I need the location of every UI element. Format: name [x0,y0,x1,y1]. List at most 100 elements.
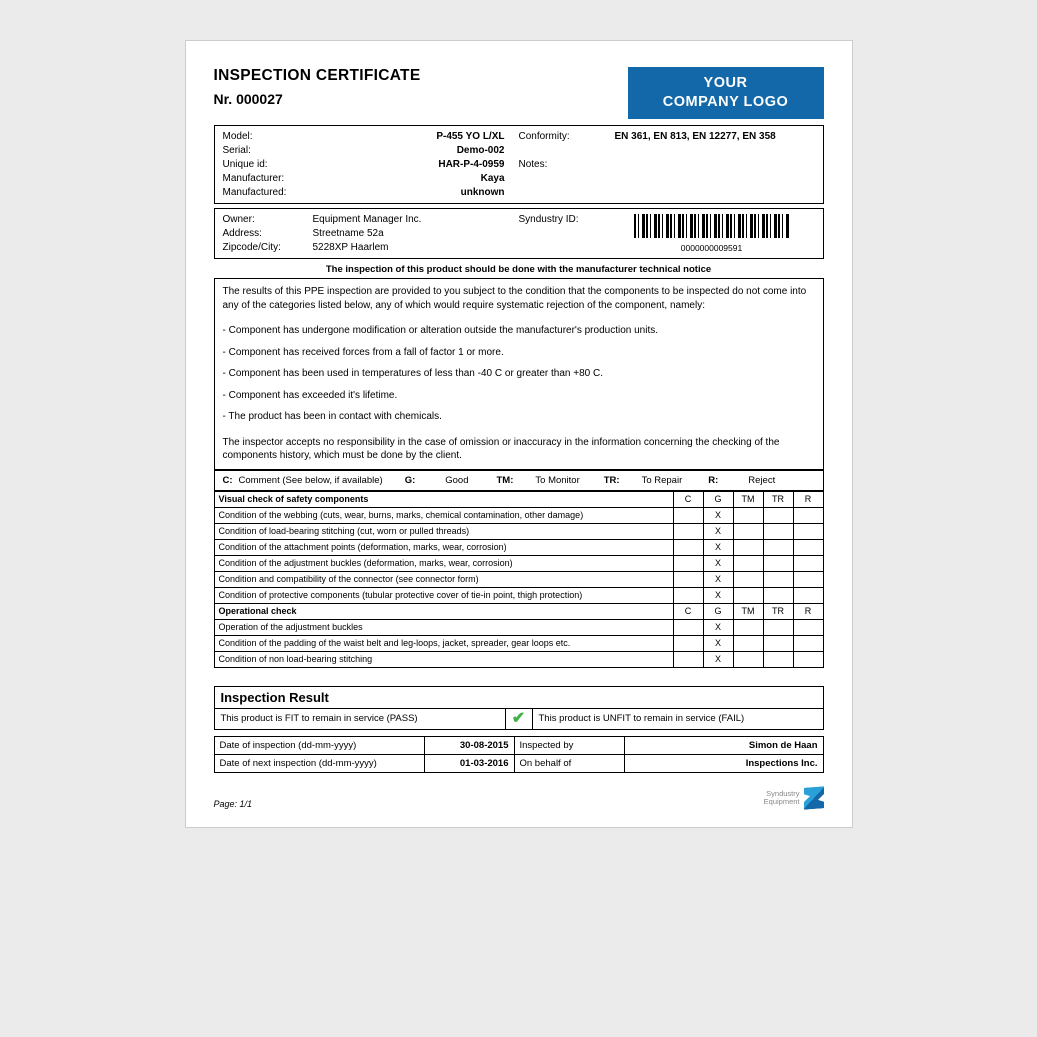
conformity-label: Conformity: [519,131,609,142]
visual-check-table: Visual check of safety components C G TM… [214,491,824,668]
legend-c-key: C: [223,475,233,486]
legend-tm-val: To Monitor [535,475,579,486]
brand-footer: Syndustry Equipment [764,787,824,809]
inspected-by-label: Inspected by [515,736,625,755]
legend-g-key: G: [405,475,416,486]
header: INSPECTION CERTIFICATE Nr. 000027 YOUR C… [214,67,824,119]
inspected-by-value: Simon de Haan [625,736,824,755]
manufacturer-label: Manufacturer: [223,173,313,184]
result-pass-check: ✔ [505,709,533,729]
col-g: G [703,491,733,507]
visual-check-header: Visual check of safety components C G TM… [214,491,823,507]
on-behalf-label: On behalf of [515,755,625,773]
result-fail-text: This product is UNFIT to remain in servi… [533,709,823,729]
table-row: Condition of non load-bearing stitchingX [214,651,823,667]
uid-value: HAR-P-4-0959 [313,159,519,170]
address-label: Address: [223,228,313,239]
logo-line2: COMPANY LOGO [663,93,789,112]
footer: Page: 1/1 Syndustry Equipment [214,787,824,809]
disclaimer-b1: - Component has undergone modification o… [223,324,815,338]
inspection-result-row: This product is FIT to remain in service… [214,708,824,730]
col-r: R [793,491,823,507]
syndustry-id-label: Syndustry ID: [519,214,609,225]
operational-check-title: Operational check [214,603,673,619]
address-value: Streetname 52a [313,228,519,239]
visual-check-title: Visual check of safety components [214,491,673,507]
barcode-icon [634,214,789,238]
barcode-block: 0000000009591 [609,214,815,253]
legend-tr-val: To Repair [642,475,683,486]
table-row: Condition of load-bearing stitching (cut… [214,523,823,539]
operational-check-header: Operational check C G TM TR R [214,603,823,619]
company-logo-placeholder: YOUR COMPANY LOGO [628,67,824,119]
serial-label: Serial: [223,145,313,156]
legend-r-val: Reject [748,475,775,486]
check-mark: X [703,507,733,523]
check-mark: X [703,539,733,555]
col-tr: TR [763,491,793,507]
next-inspection-label: Date of next inspection (dd-mm-yyyy) [215,755,425,773]
col-tm: TM [733,491,763,507]
zipcode-value: 5228XP Haarlem [313,242,519,253]
checkmark-icon: ✔ [512,710,525,727]
conformity-value: EN 361, EN 813, EN 12277, EN 358 [609,131,815,142]
table-row: Operation of the adjustment bucklesX [214,619,823,635]
disclaimer-b2: - Component has received forces from a f… [223,346,815,360]
barcode-number: 0000000009591 [609,243,815,253]
disclaimer-outro: The inspector accepts no responsibility … [223,436,815,463]
inspection-date-label: Date of inspection (dd-mm-yyyy) [215,736,425,755]
disclaimer-box: The results of this PPE inspection are p… [214,278,824,470]
notes-label: Notes: [519,159,609,170]
legend-row: C: Comment (See below, if available) G: … [214,470,824,491]
check-mark: X [703,651,733,667]
manufacturer-notice: The inspection of this product should be… [214,259,824,278]
check-mark: X [703,571,733,587]
owner-info-box: Owner: Equipment Manager Inc. Syndustry … [214,208,824,259]
model-value: P-455 YO L/XL [313,131,519,142]
table-row: Condition and compatibility of the conne… [214,571,823,587]
table-row: Condition of the webbing (cuts, wear, bu… [214,507,823,523]
brand-line2: Equipment [764,798,800,806]
uid-label: Unique id: [223,159,313,170]
legend-c-val: Comment (See below, if available) [239,475,383,486]
title-block: INSPECTION CERTIFICATE Nr. 000027 [214,67,421,107]
logo-line1: YOUR [704,74,748,93]
brand-s-icon [804,786,824,809]
serial-value: Demo-002 [313,145,519,156]
check-mark: X [703,555,733,571]
check-mark: X [703,619,733,635]
check-mark: X [703,587,733,603]
disclaimer-b4: - Component has exceeded it's lifetime. [223,389,815,403]
manufactured-label: Manufactured: [223,187,313,198]
inspection-date-value: 30-08-2015 [425,736,515,755]
col-c: C [673,491,703,507]
owner-label: Owner: [223,214,313,225]
disclaimer-b5: - The product has been in contact with c… [223,410,815,424]
certificate-number: Nr. 000027 [214,91,421,107]
table-row: Condition of the attachment points (defo… [214,539,823,555]
owner-value: Equipment Manager Inc. [313,214,519,225]
table-row: Condition of the padding of the waist be… [214,635,823,651]
check-mark: X [703,523,733,539]
check-mark: X [703,635,733,651]
disclaimer-intro: The results of this PPE inspection are p… [223,285,815,312]
legend-r-key: R: [708,475,718,486]
page-title: INSPECTION CERTIFICATE [214,67,421,85]
inspection-result-title: Inspection Result [214,686,824,708]
table-row: Condition of the adjustment buckles (def… [214,555,823,571]
certificate-page: INSPECTION CERTIFICATE Nr. 000027 YOUR C… [185,40,853,828]
legend-tm-key: TM: [497,475,514,486]
on-behalf-value: Inspections Inc. [625,755,824,773]
table-row: Condition of protective components (tubu… [214,587,823,603]
disclaimer-b3: - Component has been used in temperature… [223,367,815,381]
manufacturer-value: Kaya [313,173,519,184]
model-label: Model: [223,131,313,142]
next-inspection-value: 01-03-2016 [425,755,515,773]
signature-grid: Date of inspection (dd-mm-yyyy) 30-08-20… [214,736,824,773]
zipcode-label: Zipcode/City: [223,242,313,253]
product-info-box: Model: P-455 YO L/XL Conformity: EN 361,… [214,125,824,204]
manufactured-value: unknown [313,187,519,198]
legend-tr-key: TR: [604,475,620,486]
result-pass-text: This product is FIT to remain in service… [215,709,505,729]
page-indicator: Page: 1/1 [214,799,253,809]
